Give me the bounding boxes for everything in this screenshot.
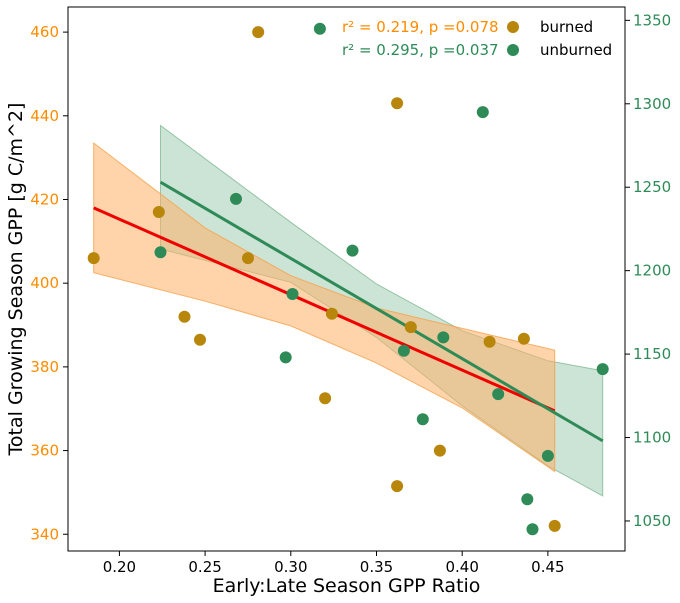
- point-unburned-6: [397, 344, 410, 357]
- right-tick-label: 1050: [633, 512, 671, 530]
- x-tick-label: 0.35: [360, 558, 393, 576]
- legend-marker-burned: [507, 21, 519, 33]
- right-axis-ticks: 1050 1100 1150 1200 1250 1300 1350: [625, 11, 671, 530]
- point-unburned-5: [346, 244, 359, 257]
- confidence-band-burned: [93, 141, 556, 473]
- point-burned-11: [433, 444, 446, 457]
- right-tick-label: 1350: [633, 11, 671, 29]
- left-tick-label: 460: [30, 23, 59, 41]
- right-tick-label: 1250: [633, 178, 671, 196]
- point-unburned-4: [313, 22, 326, 35]
- point-unburned-8: [437, 331, 450, 344]
- point-burned-13: [517, 332, 530, 345]
- point-unburned-10: [492, 388, 505, 401]
- point-burned-7: [325, 307, 338, 320]
- point-unburned-13: [541, 449, 554, 462]
- point-unburned-7: [416, 413, 429, 426]
- point-burned-12: [483, 335, 496, 348]
- x-tick-label: 0.20: [103, 558, 136, 576]
- right-tick-label: 1100: [633, 429, 671, 447]
- legend-label-burned: burned: [540, 18, 593, 36]
- left-axis-ticks: 340 360 380 400 420 440 460: [30, 23, 68, 543]
- legend-label-unburned: unburned: [540, 41, 612, 59]
- right-tick-label: 1200: [633, 262, 671, 280]
- fit-lines: [93, 180, 604, 443]
- legend-marker-unburned: [507, 44, 519, 56]
- point-burned-4: [242, 252, 254, 265]
- left-tick-label: 420: [30, 190, 59, 208]
- point-unburned-3: [286, 288, 299, 300]
- point-burned-3: [194, 333, 206, 346]
- point-burned-1: [152, 206, 165, 218]
- point-unburned-12: [526, 523, 539, 536]
- point-burned-8: [391, 97, 404, 110]
- x-tick-label: 0.45: [531, 558, 564, 576]
- x-tick-label: 0.25: [188, 558, 221, 576]
- confidence-bands: [93, 124, 604, 497]
- plot-frame: [67, 6, 626, 552]
- point-unburned-1: [230, 192, 242, 205]
- x-tick-label: 0.40: [445, 558, 478, 576]
- unburned-stats-annotation: r² = 0.295, p =0.037: [342, 41, 499, 59]
- legend: burned unburned: [507, 18, 612, 59]
- data-points: [87, 22, 609, 536]
- point-burned-5: [252, 26, 265, 39]
- point-unburned-14: [596, 363, 609, 376]
- right-tick-label: 1300: [633, 95, 671, 113]
- x-axis-ticks: 0.20 0.25 0.30 0.35 0.40 0.45: [103, 551, 565, 576]
- y-axis-label: Total Growing Season GPP [g C/m^2]: [5, 103, 27, 457]
- fit-line-unburned: [159, 180, 604, 443]
- point-unburned-0: [154, 246, 167, 259]
- point-burned-2: [178, 310, 191, 323]
- point-unburned-11: [521, 493, 534, 506]
- point-burned-6: [319, 392, 332, 405]
- x-tick-label: 0.30: [274, 558, 307, 576]
- right-tick-label: 1150: [633, 345, 671, 363]
- point-burned-14: [548, 519, 561, 532]
- left-tick-label: 340: [30, 525, 59, 543]
- fit-line-burned: [93, 206, 556, 413]
- left-tick-label: 380: [30, 358, 59, 376]
- point-burned-0: [87, 252, 100, 265]
- point-burned-10: [404, 321, 417, 334]
- left-tick-label: 360: [30, 442, 59, 460]
- point-burned-9: [391, 480, 404, 493]
- point-unburned-9: [476, 106, 489, 119]
- x-axis-label: Early:Late Season GPP Ratio: [213, 575, 481, 597]
- left-tick-label: 440: [30, 107, 59, 125]
- left-tick-label: 400: [30, 274, 59, 292]
- burned-stats-annotation: r² = 0.219, p =0.078: [342, 18, 499, 36]
- point-unburned-2: [279, 351, 292, 364]
